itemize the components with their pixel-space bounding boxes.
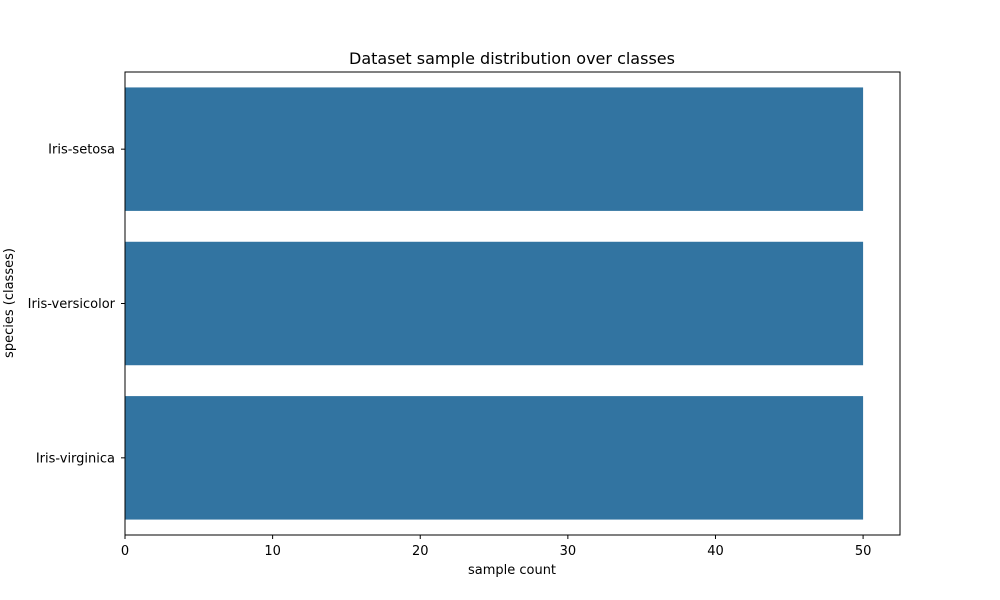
y-axis-ticks: Iris-setosa Iris-versicolor Iris-virginica: [28, 143, 125, 466]
x-axis-label: sample count: [468, 563, 556, 578]
y-tick-label: Iris-setosa: [48, 143, 115, 158]
x-tick-label: 30: [560, 544, 577, 559]
x-tick-label: 10: [264, 544, 281, 559]
bar-iris-versicolor: [125, 241, 864, 366]
y-tick-label: Iris-versicolor: [28, 297, 116, 312]
bars-layer: [125, 87, 864, 520]
x-axis-ticks: 0 10 20 30 40 50: [121, 535, 872, 559]
bar-iris-setosa: [125, 87, 864, 211]
bar-iris-virginica: [125, 396, 864, 520]
y-axis-label: species (classes): [2, 248, 17, 358]
x-tick-label: 0: [121, 544, 129, 559]
y-tick-label: Iris-virginica: [36, 451, 115, 466]
x-tick-label: 20: [412, 544, 429, 559]
x-tick-label: 40: [707, 544, 724, 559]
chart-title: Dataset sample distribution over classes: [349, 49, 675, 68]
x-tick-label: 50: [855, 544, 872, 559]
